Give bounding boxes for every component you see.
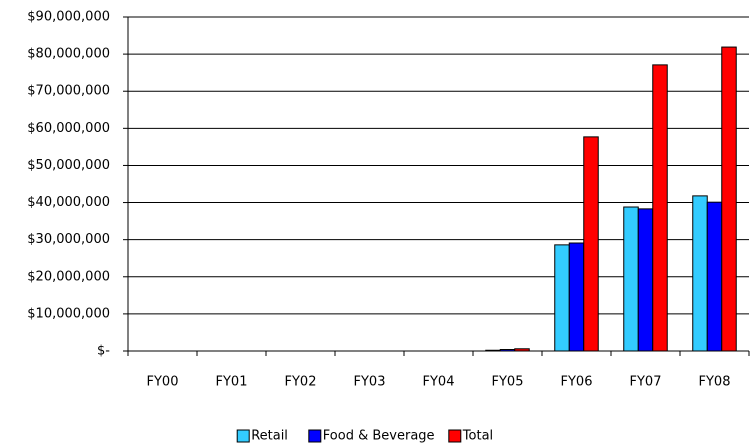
y-tick-label: $20,000,000 [27, 269, 110, 284]
bar [485, 349, 501, 352]
x-tick-label: FY02 [285, 375, 317, 390]
bar [692, 195, 708, 352]
legend-swatch [236, 429, 250, 443]
x-tick-label: FY04 [423, 375, 455, 390]
bar [706, 201, 723, 352]
y-tick-label: $80,000,000 [27, 47, 110, 62]
y-tick-label: $30,000,000 [27, 232, 110, 247]
bar [623, 206, 639, 352]
y-tick-label: $70,000,000 [27, 84, 110, 99]
legend-swatch [308, 429, 322, 443]
x-tick-label: FY06 [561, 375, 593, 390]
legend-label: Retail [251, 429, 288, 444]
bar [721, 46, 737, 352]
x-tick-label: FY08 [699, 375, 731, 390]
legend-swatch [448, 429, 462, 443]
y-tick-label: $40,000,000 [27, 195, 110, 210]
x-tick-label: FY00 [147, 375, 179, 390]
bar [568, 242, 585, 352]
y-tick-label: $60,000,000 [27, 121, 110, 136]
bar [499, 349, 516, 352]
bar [514, 348, 530, 352]
y-tick-label: $50,000,000 [27, 158, 110, 173]
bar [637, 208, 654, 352]
bar [554, 244, 570, 352]
x-tick-label: FY05 [492, 375, 524, 390]
bar [652, 64, 668, 352]
y-tick-label: $- [97, 344, 110, 359]
legend-label: Food & Beverage [323, 429, 435, 444]
y-tick-label: $10,000,000 [27, 306, 110, 321]
x-tick-label: FY07 [630, 375, 662, 390]
x-tick-label: FY01 [216, 375, 248, 390]
y-tick-label: $90,000,000 [27, 10, 110, 25]
x-tick-label: FY03 [354, 375, 386, 390]
bar [583, 136, 599, 352]
legend-label: Total [462, 429, 493, 444]
